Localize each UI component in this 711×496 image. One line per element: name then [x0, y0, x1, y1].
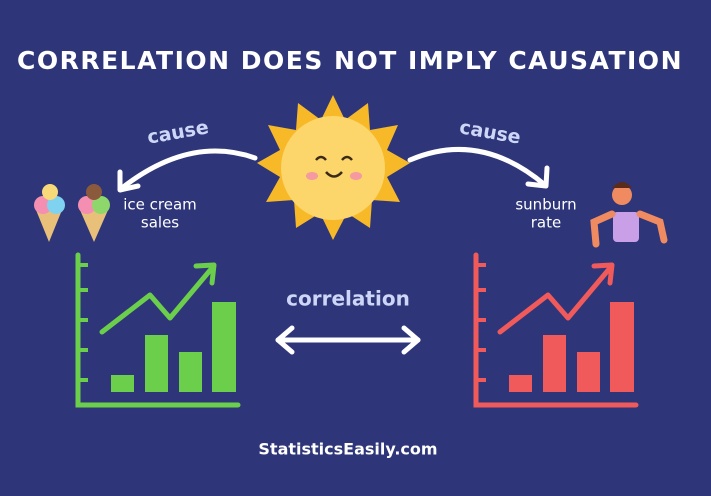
cause-arrow	[407, 146, 548, 188]
node-label: sales	[141, 214, 179, 232]
cause-arrow	[119, 148, 258, 191]
chart-icon	[473, 252, 639, 408]
footer: StatisticsEasily.com	[258, 440, 437, 459]
correlation-label: correlation	[286, 287, 410, 311]
node-label: ice cream	[123, 196, 197, 214]
sunburn-person-icon	[590, 182, 668, 248]
sun-icon	[257, 95, 410, 240]
title: CORRELATION DOES NOT IMPLY CAUSATION	[17, 46, 683, 75]
chart-icon	[75, 252, 241, 408]
ice-cream-icon	[34, 184, 110, 242]
node-label: sunburn	[515, 196, 576, 214]
node-label: rate	[531, 214, 561, 232]
arrow-head	[117, 169, 141, 193]
arrow-head	[525, 165, 550, 189]
double-arrow	[275, 325, 421, 355]
